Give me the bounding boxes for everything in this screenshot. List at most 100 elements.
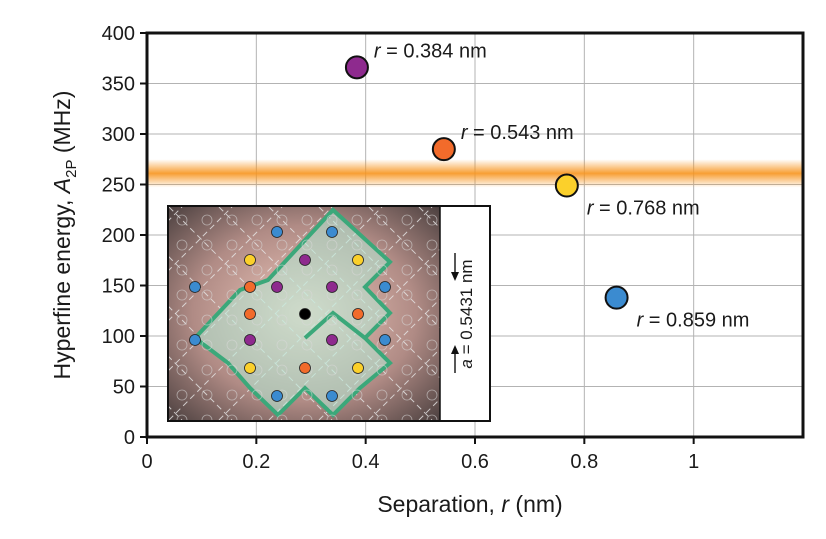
svg-text:a = 0.5431 nm: a = 0.5431 nm — [457, 259, 476, 368]
data-point — [431, 137, 456, 162]
lattice-site — [226, 214, 238, 226]
lattice-site — [351, 414, 363, 420]
inset-var: a — [457, 359, 476, 368]
lattice-dot-blue — [326, 226, 338, 238]
lattice-site — [176, 414, 188, 420]
lattice-region-outline — [192, 207, 393, 418]
y-tick-label: 300 — [102, 124, 135, 146]
lattice-site — [426, 364, 438, 376]
lattice-site — [351, 289, 363, 301]
lattice-site — [201, 414, 213, 420]
lattice-dot-orange — [244, 308, 256, 320]
x-tick-label: 0.2 — [242, 451, 270, 473]
lattice-arrow-bottom — [451, 345, 459, 373]
lattice-dot-orange — [244, 281, 256, 293]
lattice-site — [301, 339, 313, 351]
lattice-site — [326, 414, 338, 420]
lattice-site — [326, 214, 338, 226]
point-label: r = 0.768 nm — [587, 198, 700, 220]
lattice-site — [376, 214, 388, 226]
lattice-site — [251, 214, 263, 226]
lattice-site — [276, 364, 288, 376]
y-tick-label: 100 — [102, 326, 135, 348]
lattice-site — [351, 339, 363, 351]
lattice-site — [326, 364, 338, 376]
lattice-site — [426, 314, 438, 326]
lattice-dot-purple — [326, 281, 338, 293]
lattice-site — [326, 239, 338, 251]
x-tick-label: 0 — [141, 451, 152, 473]
lattice-site — [401, 364, 413, 376]
lattice-dash-line — [368, 207, 440, 279]
lattice-site — [276, 239, 288, 251]
lattice-site — [176, 314, 188, 326]
lattice-dot-purple — [244, 334, 256, 346]
lattice-dot-yellow — [244, 362, 256, 374]
lattice-dot-orange — [299, 362, 311, 374]
x-tick-label: 0.4 — [352, 451, 380, 473]
y-axis-label: Hyperfine energy, A2P (MHz) — [49, 91, 80, 380]
lattice-site — [201, 364, 213, 376]
lattice-site — [226, 339, 238, 351]
y-tick-label: 250 — [102, 175, 135, 197]
lattice-dot-blue — [379, 334, 391, 346]
lattice-site — [276, 214, 288, 226]
axis-ticks: 0 0.2 0.4 0.6 0.8 1 0 50 100 150 200 250 300 350 400 — [102, 23, 700, 473]
lattice-site — [176, 289, 188, 301]
lattice-dash-line — [368, 348, 440, 420]
lattice-dot-yellow — [352, 362, 364, 374]
lattice-site — [226, 414, 238, 420]
lattice-site — [251, 264, 263, 276]
lattice-site — [201, 214, 213, 226]
lattice-site — [426, 239, 438, 251]
lattice-site — [401, 414, 413, 420]
lattice-site — [176, 339, 188, 351]
lattice-site — [201, 314, 213, 326]
lattice-site — [251, 389, 263, 401]
lattice-arrow-top — [451, 253, 459, 281]
lattice-site — [376, 364, 388, 376]
lattice-site — [201, 239, 213, 251]
lattice-site — [176, 214, 188, 226]
lattice-site — [301, 389, 313, 401]
lattice-site — [301, 414, 313, 420]
inset-value: = 0.5431 nm — [457, 259, 476, 359]
lattice-dash-line — [169, 356, 233, 420]
lattice-dash-line — [169, 207, 283, 321]
lattice-site — [226, 314, 238, 326]
y-tick-label: 200 — [102, 225, 135, 247]
lattice-site — [376, 264, 388, 276]
lattice-site — [226, 389, 238, 401]
lattice-site — [401, 339, 413, 351]
lattice-site — [401, 289, 413, 301]
lattice-site — [201, 339, 213, 351]
lattice-site — [426, 264, 438, 276]
lattice-site — [276, 264, 288, 276]
x-tick-label: 0.8 — [570, 451, 598, 473]
lattice-site — [401, 264, 413, 276]
lattice-site — [376, 414, 388, 420]
lattice-site — [401, 389, 413, 401]
lattice-site — [276, 414, 288, 420]
lattice-site — [301, 289, 313, 301]
lattice-site — [176, 389, 188, 401]
lattice-inset: a = 0.5431 nm — [167, 205, 491, 422]
lattice-dot-blue — [271, 226, 283, 238]
lattice-site — [201, 264, 213, 276]
y-tick-label: 150 — [102, 276, 135, 298]
lattice-dot-blue — [189, 281, 201, 293]
lattice-site — [176, 239, 188, 251]
lattice-site — [401, 314, 413, 326]
lattice-dash-line — [169, 207, 183, 221]
lattice-dot-purple — [326, 334, 338, 346]
lattice-site — [301, 214, 313, 226]
lattice-site — [351, 239, 363, 251]
lattice-site — [426, 214, 438, 226]
lattice-site — [376, 314, 388, 326]
lattice-dot-yellow — [352, 254, 364, 266]
lattice-site — [176, 264, 188, 276]
lattice-site — [376, 239, 388, 251]
data-points: r = 0.384 nm r = 0.543 nm r = 0.768 nm r = … — [344, 40, 749, 332]
lattice-site — [251, 314, 263, 326]
